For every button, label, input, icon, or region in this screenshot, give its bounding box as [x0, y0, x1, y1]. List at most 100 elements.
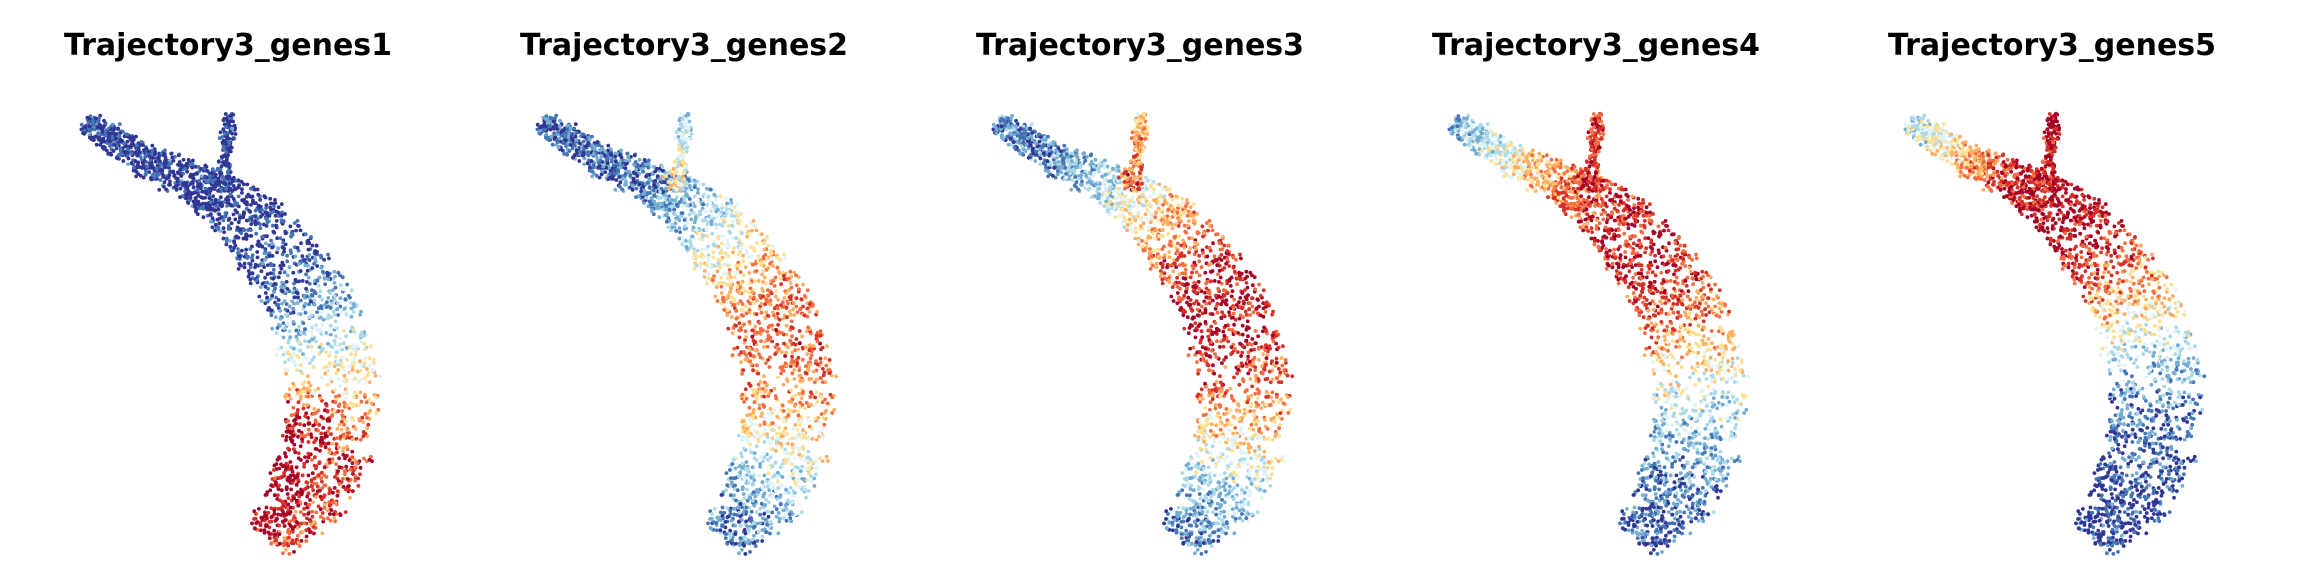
scatter-point — [733, 523, 738, 528]
scatter-point — [263, 241, 268, 246]
scatter-point — [237, 254, 242, 259]
scatter-point — [263, 291, 268, 295]
scatter-point — [162, 165, 167, 170]
scatter-point — [263, 510, 267, 515]
scatter-point — [326, 341, 330, 346]
scatter-point — [746, 481, 751, 485]
scatter-point — [286, 496, 291, 500]
scatter-point — [693, 254, 698, 259]
scatter-point — [754, 444, 759, 449]
scatter-point — [208, 219, 213, 224]
scatter-point — [315, 484, 320, 489]
scatter-point — [343, 472, 347, 477]
scatter-point — [751, 246, 756, 250]
scatter-point — [224, 242, 229, 247]
scatter-point — [766, 243, 771, 248]
scatter-point — [254, 512, 258, 516]
scatter-point — [767, 391, 772, 396]
scatter-point — [129, 161, 134, 166]
scatter-point — [762, 275, 767, 280]
scatter-point — [606, 143, 611, 148]
scatter-point — [344, 454, 349, 458]
scatter-point — [281, 543, 286, 548]
scatter-point — [732, 506, 737, 511]
scatter-point — [631, 179, 636, 184]
scatter-point — [281, 474, 285, 479]
scatter-point — [701, 256, 706, 260]
scatter-point — [780, 350, 784, 354]
scatter-point — [719, 258, 723, 262]
scatter-point — [283, 451, 287, 456]
scatter-point — [724, 282, 729, 287]
scatter-point — [313, 249, 317, 253]
scatter-point — [315, 264, 320, 268]
scatter-point — [282, 326, 287, 331]
scatter-point — [354, 437, 359, 441]
scatter-point — [366, 411, 371, 415]
scatter-point — [751, 301, 756, 305]
scatter-point — [325, 417, 330, 422]
scatter-point — [270, 254, 275, 258]
scatter-point — [82, 125, 86, 130]
scatter-point — [781, 382, 786, 387]
scatter-point — [306, 394, 310, 399]
scatter-point — [562, 152, 567, 156]
scatter-point — [287, 552, 292, 556]
scatter-point — [311, 481, 316, 486]
scatter-point — [202, 190, 207, 194]
scatter-point — [806, 368, 811, 372]
scatter-point — [803, 406, 807, 411]
panel-title-genes3: Trajectory3_genes3 — [976, 28, 1304, 63]
scatter-point — [677, 144, 682, 149]
scatter-point — [1188, 205, 1193, 210]
scatter-point — [289, 541, 294, 545]
scatter-point — [344, 334, 348, 339]
scatter-point — [647, 172, 652, 177]
scatter-point — [100, 145, 105, 150]
scatter-point — [335, 341, 340, 346]
scatter-point — [303, 501, 308, 506]
scatter-point — [788, 313, 793, 317]
scatter-point — [740, 279, 745, 284]
scatter-point — [618, 184, 622, 189]
scatter-point — [585, 143, 590, 147]
scatter-point — [625, 151, 630, 156]
scatter-point — [768, 407, 773, 411]
scatter-point — [217, 136, 222, 141]
scatter-point — [740, 435, 745, 439]
scatter-point — [792, 368, 797, 372]
scatter-point — [803, 345, 808, 349]
scatter-point — [757, 321, 762, 325]
scatter-point — [331, 309, 336, 314]
scatter-point — [298, 228, 303, 233]
scatter-point — [603, 170, 608, 175]
scatter-point — [307, 339, 311, 344]
scatter-point — [327, 256, 331, 261]
scatter-point — [770, 464, 775, 469]
scatter-point — [764, 361, 768, 365]
scatter-point — [342, 400, 347, 405]
scatter-point — [248, 265, 253, 270]
scatter-point — [284, 454, 288, 459]
scatter-point — [698, 228, 703, 232]
scatter-point — [795, 310, 800, 315]
scatter-point — [240, 187, 244, 192]
scatter-point — [286, 322, 290, 327]
scatter-point — [357, 417, 361, 421]
scatter-point — [351, 471, 355, 476]
scatter-point — [216, 159, 221, 164]
scatter-point — [335, 436, 339, 440]
scatter-point — [118, 148, 123, 153]
scatter-point — [302, 506, 306, 511]
scatter-point — [802, 294, 807, 298]
scatter-point — [781, 508, 786, 513]
scatter-point — [752, 478, 757, 482]
scatter-point — [653, 179, 658, 183]
scatter-point — [224, 125, 229, 129]
scatter-point — [296, 400, 301, 405]
scatter-point — [784, 305, 789, 310]
scatter-point — [794, 273, 798, 278]
scatter-point — [191, 176, 196, 181]
scatter-point — [224, 174, 229, 179]
scatter-point — [752, 434, 756, 439]
